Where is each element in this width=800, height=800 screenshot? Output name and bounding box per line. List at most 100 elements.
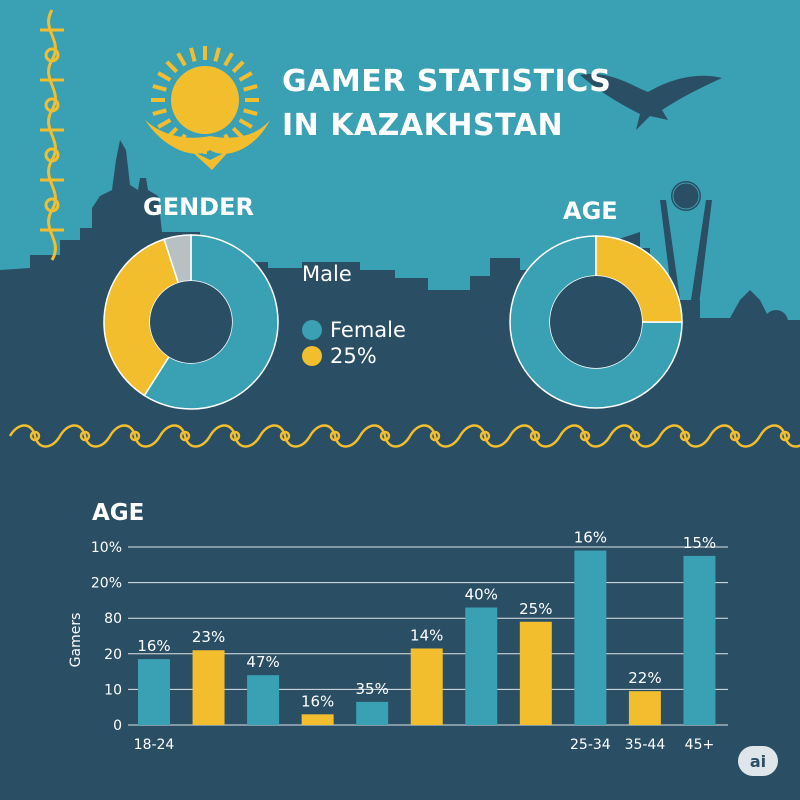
ornament-curl	[508, 424, 562, 448]
bar-data-label: 35%	[356, 680, 389, 698]
ornament-curl	[558, 424, 612, 448]
x-tick-label: 25-34	[570, 737, 611, 753]
bar-data-label: 16%	[137, 637, 170, 655]
x-tick-label: 45+	[685, 737, 715, 753]
bar-chart-heading: AGE	[92, 500, 145, 526]
bar	[301, 714, 334, 725]
y-tick-label: 80	[104, 611, 122, 627]
ornament-curl	[358, 424, 412, 448]
title-line-2: IN KAZAKHSTAN	[282, 108, 564, 143]
ornament-dot	[729, 430, 741, 442]
sun-ray	[223, 52, 234, 67]
ornament-band	[0, 418, 800, 454]
bars-layer: 0 10 20 80 20% 10% 16% 18-24 23% 47% 16% 35% 14% 40% 2…	[91, 529, 728, 753]
ornament-curl	[58, 424, 112, 448]
bar-data-label: 14%	[410, 626, 443, 644]
bar-data-label: 16%	[574, 529, 607, 547]
legend-label-female: Female	[330, 318, 406, 342]
legend-item-male: Male	[302, 262, 352, 286]
x-tick-label: 18-24	[134, 737, 175, 753]
age-donut-heading: AGE	[563, 197, 618, 225]
ornament-dot	[429, 430, 441, 442]
bar-data-label: 25%	[519, 600, 552, 618]
ornament-dot	[679, 430, 691, 442]
ornament-curl	[158, 424, 212, 448]
age-donut-chart	[509, 235, 683, 409]
sun-ray	[157, 71, 172, 82]
bar	[574, 550, 607, 725]
bar	[519, 621, 552, 725]
ornament-band-pattern	[8, 424, 800, 448]
ornament-dot	[179, 430, 191, 442]
bar-data-label: 40%	[465, 586, 498, 604]
bar	[683, 555, 716, 725]
legend-item-25pct: 25%	[302, 344, 377, 368]
sun-eagle-emblem	[145, 46, 270, 170]
sun-ray	[157, 118, 172, 129]
title-line-1: GAMER STATISTICS	[282, 64, 612, 99]
bar-chart-panel	[0, 455, 800, 800]
ornament-dot	[579, 430, 591, 442]
legend-swatch-female	[302, 320, 322, 340]
ornament-dot	[79, 430, 91, 442]
y-tick-label: 10%	[91, 540, 122, 556]
bar	[247, 675, 280, 725]
bar-data-label: 16%	[301, 692, 334, 710]
ornament-dot	[29, 430, 41, 442]
gender-donut-chart	[103, 234, 279, 410]
eagle-silhouette	[580, 73, 722, 130]
bar	[465, 607, 498, 725]
bar-data-label: 15%	[683, 534, 716, 552]
bar-data-label: 23%	[192, 628, 225, 646]
sun-ray	[231, 60, 245, 74]
gender-heading: GENDER	[143, 193, 254, 221]
sun-ray	[213, 47, 221, 62]
ornament-dot	[129, 430, 141, 442]
ornament-curl	[408, 424, 462, 448]
legend-item-female: Female	[302, 318, 406, 342]
donut-hole	[150, 281, 232, 363]
sun-ray	[189, 47, 197, 62]
page-title: GAMER STATISTICS IN KAZAKHSTAN	[282, 60, 611, 148]
y-tick-label: 0	[113, 718, 122, 734]
decor-layer	[0, 9, 800, 455]
bar	[410, 648, 443, 725]
legend-label-male: Male	[302, 262, 352, 286]
legend-swatch-yellow	[302, 346, 322, 366]
ornament-dot	[479, 430, 491, 442]
ornament-dot	[779, 430, 791, 442]
ornament-curl	[758, 424, 800, 448]
ornament-dot	[379, 430, 391, 442]
ornament-dot	[329, 430, 341, 442]
ornament-dot	[529, 430, 541, 442]
y-axis-label: Gamers	[68, 613, 84, 668]
ai-badge: ai	[738, 746, 778, 776]
sun-ray	[238, 71, 253, 82]
sun-ray	[243, 108, 258, 116]
donut-hole	[550, 276, 642, 368]
bar	[192, 650, 225, 725]
ornament-strip-vertical	[40, 9, 64, 261]
bar	[628, 691, 661, 725]
ornament-curl	[8, 424, 62, 448]
ornament-curl	[608, 424, 662, 448]
ornament-curl	[208, 424, 262, 448]
bar	[138, 659, 170, 725]
legend-label-25pct: 25%	[330, 344, 377, 368]
bar-data-label: 47%	[246, 653, 279, 671]
bar	[356, 701, 389, 725]
ornament-curl	[458, 424, 512, 448]
tower-sphere-grid	[672, 182, 700, 210]
ornament-dot	[229, 430, 241, 442]
ornament-curl	[658, 424, 712, 448]
sun-ray	[243, 84, 258, 92]
sun-ray	[238, 118, 253, 129]
ornament-dot	[629, 430, 641, 442]
sun-ray	[152, 108, 167, 116]
y-tick-label: 10	[104, 682, 122, 698]
ornament-curl	[108, 424, 162, 448]
sun-ray	[176, 52, 187, 67]
header-panel	[0, 0, 800, 455]
x-tick-label: 35-44	[625, 737, 666, 753]
